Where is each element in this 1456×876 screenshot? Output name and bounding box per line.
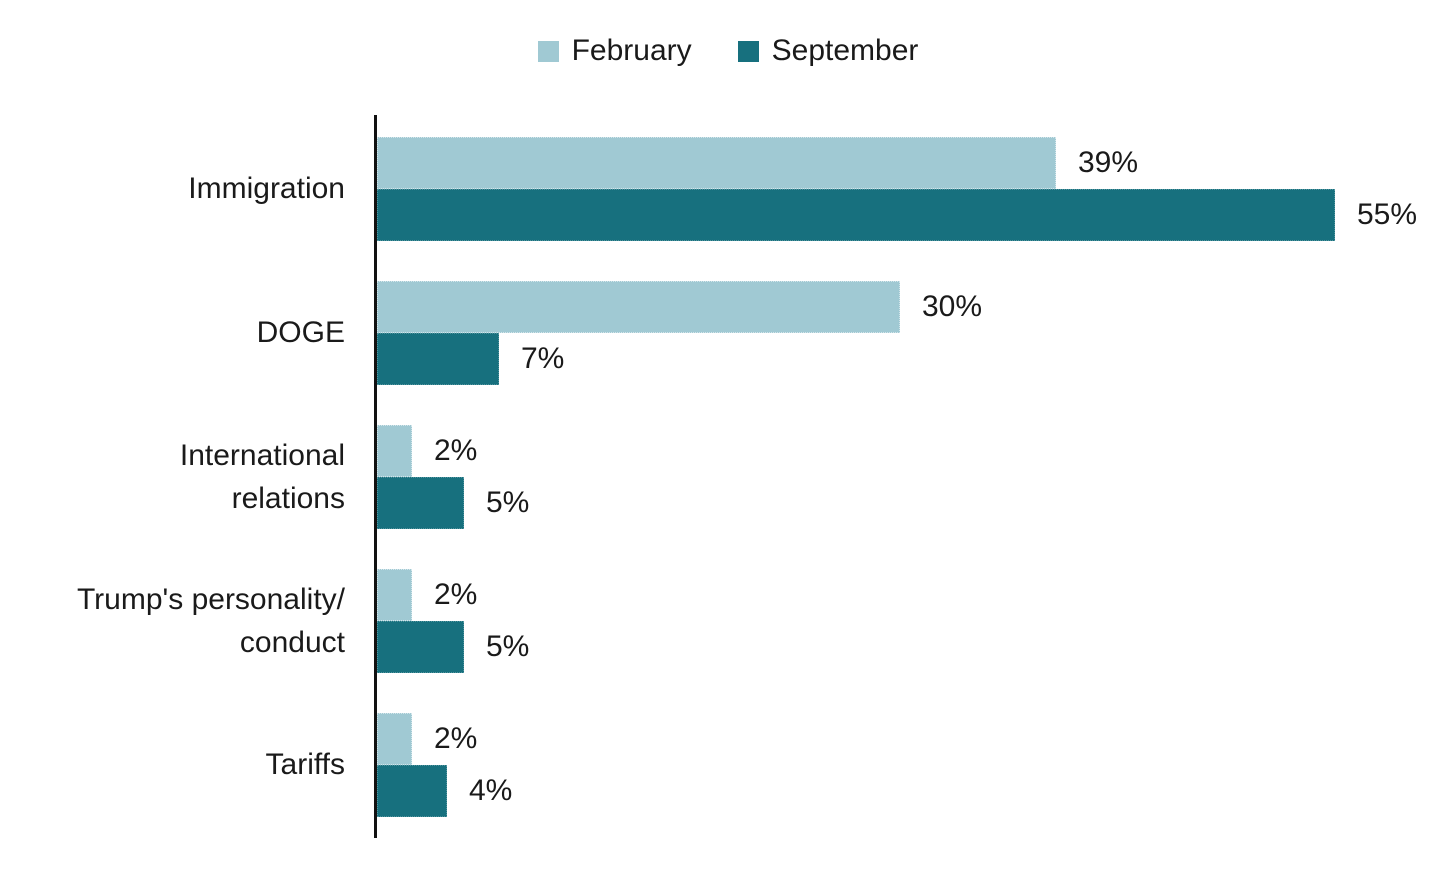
value-label: 2% <box>434 434 478 467</box>
bar-group: 39% 55% <box>377 137 1417 241</box>
category-row: DOGE 30% 7% <box>0 281 1456 385</box>
category-row: International relations 2% 5% <box>0 425 1456 529</box>
value-label: 55% <box>1357 198 1418 231</box>
value-label: 4% <box>469 774 513 807</box>
bar-line: 55% <box>377 189 1417 241</box>
bar-group: 2% 5% <box>377 425 529 529</box>
legend: February September <box>0 34 1456 68</box>
bar-february <box>377 137 1056 189</box>
bar-line: 2% <box>377 713 512 765</box>
bar-september <box>377 477 464 529</box>
legend-label-february: February <box>571 34 692 67</box>
category-label: Tariffs <box>265 748 345 782</box>
category-row: Trump's personality/ conduct 2% 5% <box>0 569 1456 673</box>
bar-september <box>377 765 447 817</box>
value-label: 7% <box>521 342 565 375</box>
bar-line: 4% <box>377 765 512 817</box>
bar-line: 2% <box>377 569 529 621</box>
bar-group: 30% 7% <box>377 281 982 385</box>
bar-september <box>377 333 499 385</box>
february-swatch-icon <box>537 40 559 62</box>
value-label: 2% <box>434 722 478 755</box>
category-label: Immigration <box>188 172 345 206</box>
bar-september <box>377 621 464 673</box>
category-label: DOGE <box>256 316 345 350</box>
category-row: Immigration 39% 55% <box>0 137 1456 241</box>
september-swatch-icon <box>737 40 759 62</box>
bar-line: 5% <box>377 621 529 673</box>
value-label: 5% <box>486 486 530 519</box>
legend-item-february: February <box>537 34 692 68</box>
chart-rows: Immigration 39% 55% DOGE 30% 7% International … <box>0 137 1456 857</box>
value-label: 39% <box>1078 146 1139 179</box>
bar-february <box>377 425 412 477</box>
category-label: Trump's personality/ conduct <box>76 582 345 660</box>
bar-september <box>377 189 1335 241</box>
y-axis-line <box>374 115 377 838</box>
value-label: 30% <box>922 290 983 323</box>
bar-line: 2% <box>377 425 529 477</box>
value-label: 5% <box>486 630 530 663</box>
bar-group: 2% 5% <box>377 569 529 673</box>
bar-february <box>377 569 412 621</box>
bar-line: 30% <box>377 281 982 333</box>
bar-february <box>377 713 412 765</box>
bar-line: 39% <box>377 137 1417 189</box>
category-row: Tariffs 2% 4% <box>0 713 1456 817</box>
bar-group: 2% 4% <box>377 713 512 817</box>
bar-february <box>377 281 900 333</box>
value-label: 2% <box>434 578 478 611</box>
category-label: International relations <box>179 438 345 516</box>
legend-label-september: September <box>771 34 919 67</box>
bar-line: 5% <box>377 477 529 529</box>
legend-item-september: September <box>737 34 919 68</box>
bar-line: 7% <box>377 333 982 385</box>
